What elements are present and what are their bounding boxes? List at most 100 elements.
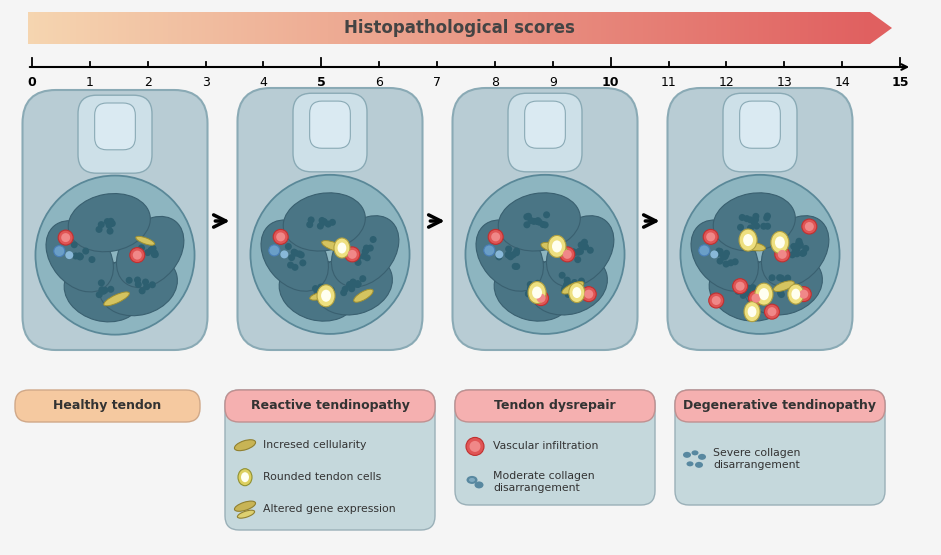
Polygon shape xyxy=(407,12,409,44)
Circle shape xyxy=(506,251,513,259)
Circle shape xyxy=(355,281,361,288)
Circle shape xyxy=(292,250,299,256)
Polygon shape xyxy=(231,12,232,44)
Text: 4: 4 xyxy=(260,76,267,89)
Circle shape xyxy=(510,251,517,258)
Circle shape xyxy=(582,244,589,250)
Circle shape xyxy=(748,291,763,306)
Polygon shape xyxy=(718,12,721,44)
Polygon shape xyxy=(228,12,231,44)
Circle shape xyxy=(143,283,151,290)
Polygon shape xyxy=(72,12,75,44)
Ellipse shape xyxy=(743,234,753,246)
Ellipse shape xyxy=(117,216,183,287)
Circle shape xyxy=(363,254,371,261)
Circle shape xyxy=(732,258,739,265)
Polygon shape xyxy=(569,12,572,44)
Text: 2: 2 xyxy=(144,76,152,89)
Polygon shape xyxy=(463,12,466,44)
Circle shape xyxy=(105,222,113,229)
Ellipse shape xyxy=(338,243,346,254)
Circle shape xyxy=(753,223,760,230)
Ellipse shape xyxy=(36,175,195,335)
Circle shape xyxy=(571,279,578,286)
Polygon shape xyxy=(345,12,348,44)
Polygon shape xyxy=(48,12,51,44)
Polygon shape xyxy=(412,12,415,44)
Text: Vascular infiltration: Vascular infiltration xyxy=(493,441,598,451)
Circle shape xyxy=(739,214,745,221)
Polygon shape xyxy=(266,12,269,44)
Circle shape xyxy=(785,280,792,286)
Polygon shape xyxy=(337,12,340,44)
Circle shape xyxy=(720,254,727,261)
Polygon shape xyxy=(365,12,368,44)
Text: Severe collagen
disarrangement: Severe collagen disarrangement xyxy=(713,448,801,470)
Polygon shape xyxy=(247,12,249,44)
FancyBboxPatch shape xyxy=(675,390,885,505)
Polygon shape xyxy=(534,12,536,44)
Circle shape xyxy=(747,225,754,231)
Circle shape xyxy=(355,280,361,287)
Circle shape xyxy=(793,250,801,258)
Ellipse shape xyxy=(710,259,788,321)
FancyBboxPatch shape xyxy=(455,390,655,422)
Polygon shape xyxy=(183,12,185,44)
Circle shape xyxy=(715,250,722,257)
Ellipse shape xyxy=(466,175,625,334)
Circle shape xyxy=(534,217,541,224)
Polygon shape xyxy=(471,12,474,44)
Circle shape xyxy=(297,251,305,259)
Polygon shape xyxy=(848,12,851,44)
Circle shape xyxy=(797,242,804,249)
Polygon shape xyxy=(395,12,398,44)
Circle shape xyxy=(563,250,572,259)
Polygon shape xyxy=(623,12,626,44)
Circle shape xyxy=(292,264,298,271)
Circle shape xyxy=(747,216,754,223)
Circle shape xyxy=(350,279,357,285)
Circle shape xyxy=(584,290,593,299)
Polygon shape xyxy=(738,12,741,44)
Circle shape xyxy=(150,245,156,252)
Circle shape xyxy=(750,296,758,304)
Polygon shape xyxy=(309,12,311,44)
Ellipse shape xyxy=(748,306,757,317)
Circle shape xyxy=(722,252,729,259)
Circle shape xyxy=(346,281,353,288)
Polygon shape xyxy=(166,12,168,44)
Text: 0: 0 xyxy=(27,76,37,89)
Ellipse shape xyxy=(680,175,839,334)
Ellipse shape xyxy=(261,220,328,291)
Polygon shape xyxy=(614,12,617,44)
Polygon shape xyxy=(194,12,197,44)
Polygon shape xyxy=(531,12,534,44)
Polygon shape xyxy=(45,12,48,44)
Polygon shape xyxy=(783,12,786,44)
Polygon shape xyxy=(643,12,646,44)
Polygon shape xyxy=(289,12,292,44)
Circle shape xyxy=(523,213,531,220)
Polygon shape xyxy=(592,12,595,44)
Polygon shape xyxy=(634,12,637,44)
Polygon shape xyxy=(95,12,98,44)
Polygon shape xyxy=(174,12,177,44)
Circle shape xyxy=(320,218,327,225)
Circle shape xyxy=(288,254,295,261)
Polygon shape xyxy=(729,12,732,44)
FancyBboxPatch shape xyxy=(225,390,435,530)
Polygon shape xyxy=(84,12,87,44)
Polygon shape xyxy=(699,12,702,44)
Circle shape xyxy=(789,251,796,258)
Polygon shape xyxy=(853,12,856,44)
Polygon shape xyxy=(539,12,542,44)
Circle shape xyxy=(743,215,750,222)
Polygon shape xyxy=(553,12,555,44)
Circle shape xyxy=(531,287,537,295)
Polygon shape xyxy=(269,12,272,44)
Ellipse shape xyxy=(788,284,804,304)
FancyBboxPatch shape xyxy=(310,101,350,148)
Circle shape xyxy=(361,248,369,255)
Circle shape xyxy=(723,250,730,257)
Polygon shape xyxy=(469,12,471,44)
